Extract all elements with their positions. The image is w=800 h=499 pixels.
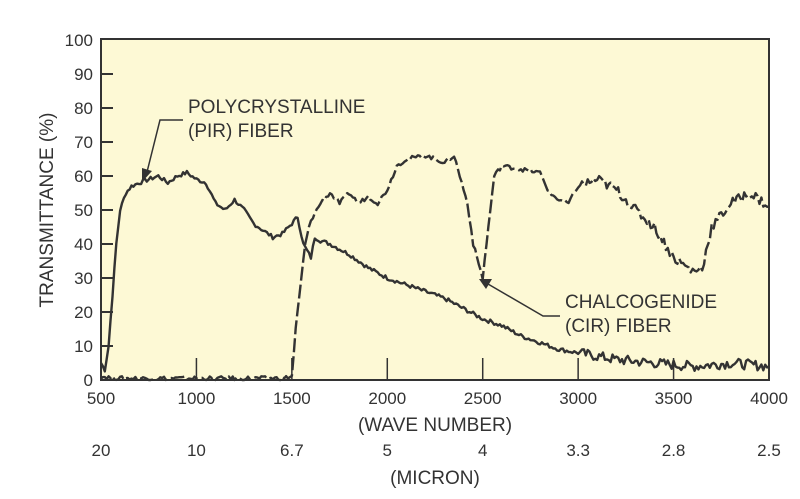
micron-tick-label: 3.3 xyxy=(566,441,590,460)
annotation-cir-arrow xyxy=(487,283,560,317)
plot-area xyxy=(100,38,770,381)
annotation-pir-arrow xyxy=(146,119,183,173)
x-axis-label-micron: (MICRON) xyxy=(390,468,480,489)
micron-tick-label: 4 xyxy=(478,441,487,460)
y-tick-label: 100 xyxy=(65,31,93,50)
y-tick-label: 10 xyxy=(74,337,93,356)
y-tick-label: 20 xyxy=(74,303,93,322)
micron-tick-label: 20 xyxy=(92,441,111,460)
y-tick-label: 70 xyxy=(74,133,93,152)
micron-tick-label: 6.7 xyxy=(280,441,304,460)
series-cir-line xyxy=(100,154,770,382)
y-axis-label: TRANSMITTANCE (%) xyxy=(37,113,58,308)
y-tick-label: 90 xyxy=(74,65,93,84)
y-tick-label: 50 xyxy=(74,201,93,220)
x-tick-label: 3000 xyxy=(559,389,597,408)
micron-tick-label: 5 xyxy=(383,441,392,460)
annotation-cir-line2: (CIR) FIBER xyxy=(565,316,672,337)
series-pir-line xyxy=(99,169,770,373)
x-tick-label: 1500 xyxy=(273,389,311,408)
annotation-pir-line2: (PIR) FIBER xyxy=(188,121,294,142)
x-tick-label: 1000 xyxy=(178,389,216,408)
y-tick-label: 30 xyxy=(74,269,93,288)
y-tick-label: 40 xyxy=(74,235,93,254)
micron-tick-label: 10 xyxy=(187,441,206,460)
micron-tick-label: 2.5 xyxy=(757,441,781,460)
x-tick-label: 3500 xyxy=(655,389,693,408)
y-tick-label: 60 xyxy=(74,167,93,186)
y-tick-label: 0 xyxy=(84,371,93,390)
x-tick-label: 4000 xyxy=(750,389,788,408)
annotation-cir-arrowhead xyxy=(479,279,492,289)
x-tick-label: 2000 xyxy=(368,389,406,408)
micron-tick-label: 2.8 xyxy=(662,441,686,460)
annotation-pir-arrowhead xyxy=(142,168,152,182)
y-tick-label: 80 xyxy=(74,99,93,118)
x-tick-label: 500 xyxy=(87,389,115,408)
annotation-pir-line1: POLYCRYSTALLINE xyxy=(188,97,365,118)
annotation-cir-line1: CHALCOGENIDE xyxy=(565,292,717,313)
x-tick-label: 2500 xyxy=(464,389,502,408)
x-axis-label: (WAVE NUMBER) xyxy=(358,415,512,436)
